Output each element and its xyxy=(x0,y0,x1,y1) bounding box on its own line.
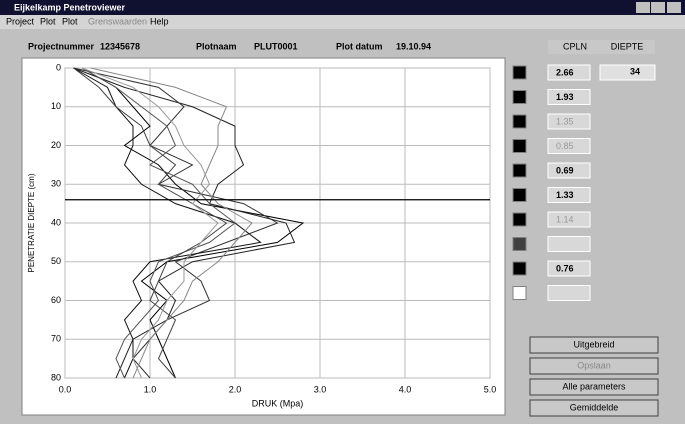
x-tick-label: 2.0 xyxy=(229,384,242,394)
maximize-button[interactable] xyxy=(651,2,665,13)
x-axis-label: DRUK (Mpa) xyxy=(252,398,304,408)
x-tick-label: 4.0 xyxy=(399,384,412,394)
series-value: 1.14 xyxy=(556,214,574,224)
value-box xyxy=(547,138,591,154)
header-plot-label: Plotnaam xyxy=(196,41,237,51)
value-box xyxy=(547,236,591,252)
depth-value: 34 xyxy=(630,66,640,76)
value-box xyxy=(547,64,591,81)
column-header-diepte: DIEPTE xyxy=(611,41,644,51)
y-tick-label: 10 xyxy=(51,101,61,111)
series-value: 1.33 xyxy=(556,190,574,200)
value-box xyxy=(547,260,591,277)
button-label: Uitgebreid xyxy=(573,339,614,349)
button-label: Gemiddelde xyxy=(570,402,619,412)
button-label: Opslaan xyxy=(577,360,611,370)
value-box xyxy=(547,162,591,179)
series-swatch[interactable] xyxy=(512,237,527,251)
value-box xyxy=(547,211,591,228)
window-title: Eijkelkamp Penetroviewer xyxy=(14,2,126,12)
series-value: 0.85 xyxy=(556,141,574,151)
minimize-button[interactable] xyxy=(636,2,650,13)
value-box xyxy=(547,187,591,203)
value-box xyxy=(547,113,591,130)
button[interactable] xyxy=(529,378,659,396)
menu-item[interactable]: Grenswaarden xyxy=(88,16,147,26)
chart-panel xyxy=(21,57,506,416)
series-swatch[interactable] xyxy=(512,212,527,227)
header-project: 12345678 xyxy=(100,41,140,51)
series-swatch[interactable] xyxy=(512,163,527,178)
x-tick-label: 3.0 xyxy=(314,384,327,394)
menu-item[interactable]: Project xyxy=(6,16,35,26)
column-header-cpln: CPLN xyxy=(563,41,587,51)
series-value: 1.35 xyxy=(556,116,574,126)
header-date: 19.10.94 xyxy=(396,41,431,51)
y-axis-label: PENETRATIE DIEPTE (cm) xyxy=(27,173,36,272)
column-header-box xyxy=(548,40,603,54)
y-tick-label: 80 xyxy=(51,372,61,382)
header-plot: PLUT0001 xyxy=(254,41,298,51)
series-value: 1.93 xyxy=(556,92,574,102)
x-tick-label: 0.0 xyxy=(59,384,72,394)
button[interactable] xyxy=(529,357,659,375)
series-swatch[interactable] xyxy=(512,90,527,104)
depth-box xyxy=(599,64,656,81)
series-value: 0.76 xyxy=(556,263,574,273)
y-tick-label: 0 xyxy=(56,62,61,72)
y-tick-label: 60 xyxy=(51,295,61,305)
y-tick-label: 50 xyxy=(51,256,61,266)
series-swatch[interactable] xyxy=(512,65,527,80)
value-box xyxy=(547,285,591,301)
series-swatch[interactable] xyxy=(512,286,527,300)
series-swatch[interactable] xyxy=(512,139,527,153)
series-value: 0.69 xyxy=(556,165,574,175)
y-tick-label: 20 xyxy=(51,140,61,150)
series-swatch[interactable] xyxy=(512,188,527,202)
menu-item[interactable]: Help xyxy=(150,16,169,26)
button-label: Alle parameters xyxy=(562,381,626,391)
menu-item[interactable]: Plot xyxy=(62,16,78,26)
menu-item[interactable]: Plot xyxy=(40,16,56,26)
close-button[interactable] xyxy=(667,2,681,13)
y-tick-label: 70 xyxy=(51,334,61,344)
menu-bar xyxy=(0,15,685,29)
y-tick-label: 40 xyxy=(51,217,61,227)
profile-line xyxy=(90,67,253,379)
profile-line xyxy=(73,67,228,379)
series-value: 2.66 xyxy=(556,67,574,77)
button[interactable] xyxy=(529,399,659,417)
value-box xyxy=(547,89,591,105)
series-swatch[interactable] xyxy=(512,114,527,129)
header-date-label: Plot datum xyxy=(336,41,383,51)
column-header-box xyxy=(600,40,655,54)
profile-line xyxy=(81,67,236,379)
x-tick-label: 1.0 xyxy=(144,384,157,394)
y-tick-label: 30 xyxy=(51,179,61,189)
title-bar xyxy=(0,0,685,15)
x-tick-label: 5.0 xyxy=(484,384,497,394)
header-project-label: Projectnummer xyxy=(28,41,95,51)
profile-line xyxy=(81,67,219,379)
button[interactable] xyxy=(529,336,659,354)
series-swatch[interactable] xyxy=(512,261,527,276)
